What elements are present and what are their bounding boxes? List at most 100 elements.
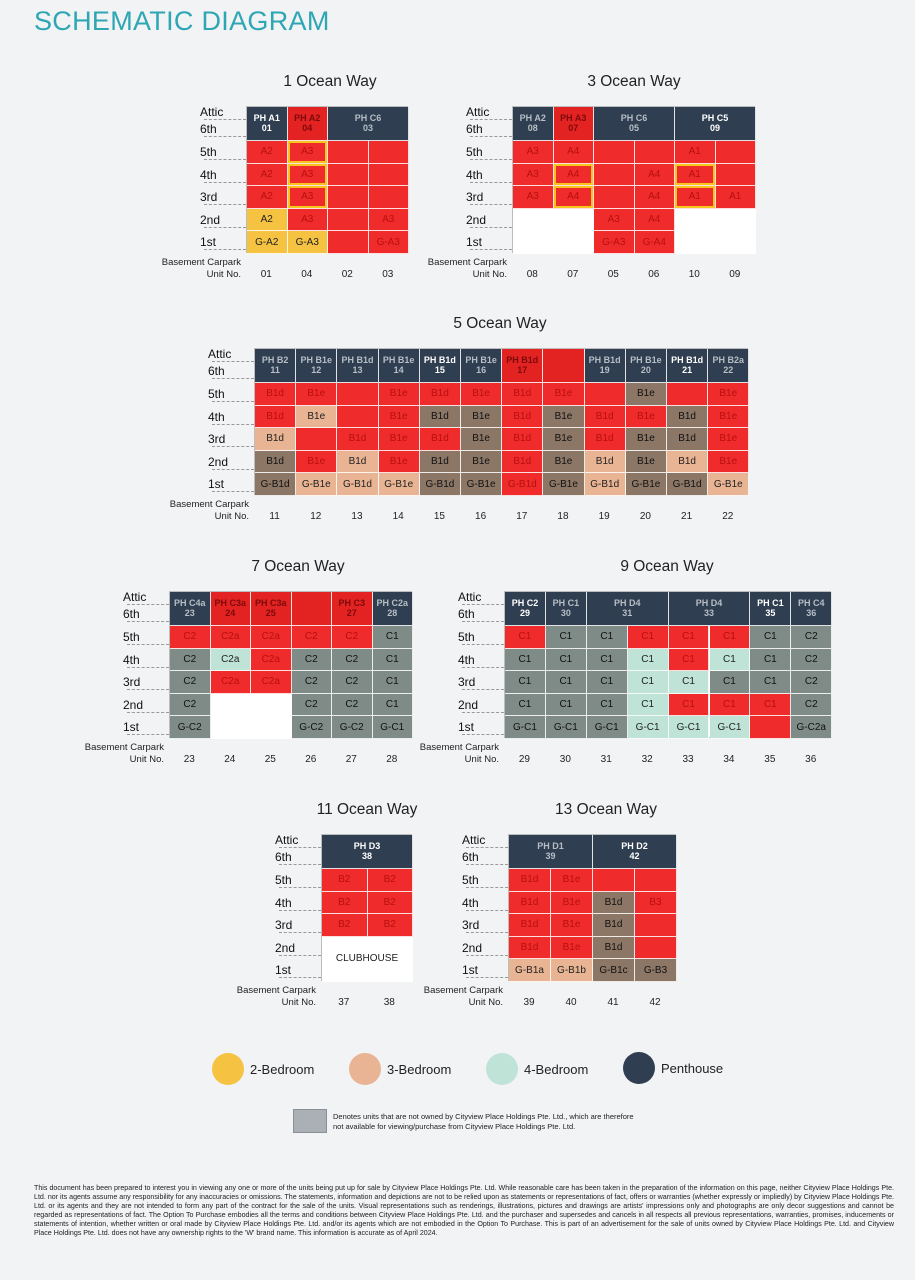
unit-cell[interactable]: B1e: [296, 383, 338, 406]
unit-cell[interactable]: [594, 163, 635, 187]
unit-cell[interactable]: B1d: [419, 405, 461, 429]
unit-cell[interactable]: [715, 231, 756, 254]
unit-cell[interactable]: A4: [553, 186, 594, 209]
unit-cell[interactable]: B1d: [667, 450, 709, 474]
unit-cell[interactable]: C1: [750, 693, 792, 717]
unit-cell[interactable]: B1e: [708, 405, 750, 429]
unit-cell[interactable]: A4: [634, 186, 675, 209]
unit-cell[interactable]: B2: [367, 869, 413, 892]
penthouse-cell[interactable]: PH B1d 19: [584, 349, 626, 383]
unit-cell[interactable]: [750, 716, 792, 739]
unit-cell[interactable]: G-B1c: [593, 959, 635, 982]
unit-cell[interactable]: A4: [634, 163, 675, 187]
unit-cell[interactable]: G-C2: [291, 716, 332, 739]
unit-cell[interactable]: B1e: [378, 450, 420, 474]
unit-cell[interactable]: B1e: [543, 383, 585, 406]
unit-cell[interactable]: B1d: [509, 936, 551, 960]
unit-cell[interactable]: G-C1: [545, 716, 587, 739]
unit-cell[interactable]: B1d: [419, 383, 461, 406]
unit-cell[interactable]: [715, 163, 756, 187]
unit-cell[interactable]: B1d: [502, 450, 544, 474]
unit-cell[interactable]: B1d: [255, 405, 297, 429]
unit-cell[interactable]: A3: [594, 208, 635, 232]
unit-cell[interactable]: C1: [668, 693, 710, 717]
unit-cell[interactable]: [635, 936, 677, 960]
unit-cell[interactable]: [635, 914, 677, 937]
unit-cell[interactable]: G-C2a: [791, 716, 833, 739]
unit-cell[interactable]: C2: [791, 671, 833, 694]
unit-cell[interactable]: G-B1d: [584, 473, 626, 496]
penthouse-cell[interactable]: PH B1e 12: [296, 349, 338, 383]
penthouse-cell[interactable]: PH B1d 17: [502, 349, 544, 383]
penthouse-cell[interactable]: PH C6 05: [594, 107, 675, 141]
unit-cell[interactable]: G-C1: [709, 716, 751, 739]
unit-cell[interactable]: C1: [668, 671, 710, 694]
unit-cell[interactable]: B1d: [255, 428, 297, 451]
unit-cell[interactable]: B1d: [593, 914, 635, 937]
penthouse-cell[interactable]: PH C1 35: [750, 592, 792, 626]
penthouse-cell[interactable]: PH B1d 15: [419, 349, 461, 383]
unit-cell[interactable]: G-A2: [247, 231, 288, 254]
penthouse-cell[interactable]: PH C3 27: [332, 592, 373, 626]
penthouse-cell[interactable]: PH D1 39: [509, 835, 593, 869]
unit-cell[interactable]: G-B1d: [502, 473, 544, 496]
unit-cell[interactable]: [251, 693, 292, 717]
unit-cell[interactable]: B2: [367, 891, 413, 915]
unit-cell[interactable]: C1: [709, 671, 751, 694]
unit-cell[interactable]: [368, 163, 409, 187]
unit-cell[interactable]: B1e: [378, 428, 420, 451]
unit-cell[interactable]: B1e: [551, 914, 593, 937]
penthouse-cell[interactable]: PH D4 33: [668, 592, 751, 626]
unit-cell[interactable]: B1e: [296, 405, 338, 429]
unit-cell[interactable]: C2: [291, 626, 332, 649]
unit-cell[interactable]: G-C1: [627, 716, 669, 739]
unit-cell[interactable]: B1d: [255, 383, 297, 406]
unit-cell[interactable]: G-B1d: [419, 473, 461, 496]
unit-cell[interactable]: B1e: [296, 450, 338, 474]
unit-cell[interactable]: A3: [513, 186, 554, 209]
penthouse-cell[interactable]: PH C2a 28: [372, 592, 413, 626]
unit-cell[interactable]: [328, 163, 369, 187]
unit-cell[interactable]: [210, 716, 251, 739]
unit-cell[interactable]: [593, 869, 635, 892]
unit-cell[interactable]: B1e: [543, 450, 585, 474]
unit-cell[interactable]: [337, 383, 379, 406]
unit-cell[interactable]: C2: [170, 626, 211, 649]
unit-cell[interactable]: C2: [332, 693, 373, 717]
unit-cell[interactable]: B1e: [708, 428, 750, 451]
unit-cell[interactable]: [513, 231, 554, 254]
unit-cell[interactable]: [667, 383, 709, 406]
unit-cell[interactable]: C1: [750, 626, 792, 649]
unit-cell[interactable]: C1: [545, 648, 587, 672]
unit-cell[interactable]: G-C2: [170, 716, 211, 739]
unit-cell[interactable]: C2: [791, 648, 833, 672]
unit-cell[interactable]: B1d: [255, 450, 297, 474]
unit-cell[interactable]: G-C1: [372, 716, 413, 739]
unit-cell[interactable]: B2: [322, 869, 368, 892]
unit-cell[interactable]: G-A4: [634, 231, 675, 254]
unit-cell[interactable]: C1: [750, 648, 792, 672]
unit-cell[interactable]: C2: [170, 671, 211, 694]
unit-cell[interactable]: G-B1e: [708, 473, 750, 496]
unit-cell[interactable]: G-A3: [594, 231, 635, 254]
unit-cell[interactable]: G-B1e: [461, 473, 503, 496]
penthouse-cell[interactable]: PH A1 01: [247, 107, 288, 141]
unit-cell[interactable]: [210, 693, 251, 717]
unit-cell[interactable]: A4: [634, 208, 675, 232]
penthouse-cell[interactable]: PH A3 07: [553, 107, 594, 141]
unit-cell[interactable]: A2: [247, 208, 288, 232]
unit-cell[interactable]: C2: [332, 648, 373, 672]
unit-cell[interactable]: B1d: [509, 869, 551, 892]
unit-cell[interactable]: C1: [545, 626, 587, 649]
unit-cell[interactable]: A3: [287, 141, 328, 164]
unit-cell[interactable]: B1d: [584, 428, 626, 451]
unit-cell[interactable]: B1d: [667, 405, 709, 429]
unit-cell[interactable]: B1e: [543, 428, 585, 451]
unit-cell[interactable]: C1: [505, 648, 546, 672]
penthouse-cell[interactable]: PH C4 36: [791, 592, 833, 626]
unit-cell[interactable]: B1d: [337, 428, 379, 451]
unit-cell[interactable]: G-B1e: [296, 473, 338, 496]
unit-cell[interactable]: A4: [553, 141, 594, 164]
penthouse-cell[interactable]: PH C6 03: [328, 107, 409, 141]
unit-cell[interactable]: C2a: [210, 626, 251, 649]
